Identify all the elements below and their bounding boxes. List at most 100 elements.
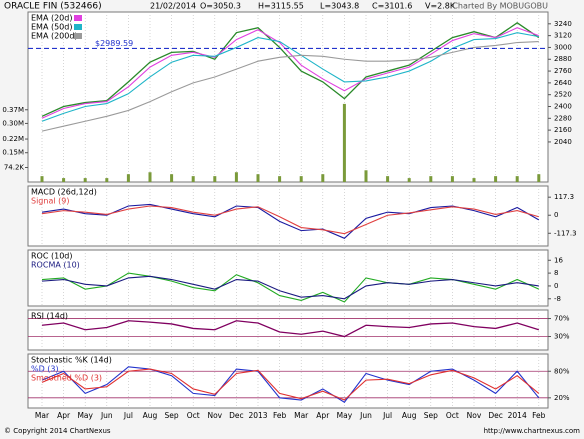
panel-title: MACD (26d,12d) [31, 188, 97, 197]
legend-label: ROCMA (10) [31, 261, 80, 270]
x-tick-label: Nov [207, 411, 222, 420]
volume-bar [148, 172, 152, 182]
y-tick-label: 74.2K [4, 164, 25, 172]
series-line [41, 40, 539, 132]
y-tick-label: 3240 [554, 20, 572, 28]
volume-bar [105, 178, 109, 182]
volume-bar [515, 176, 519, 182]
x-tick-label: Dec [229, 411, 244, 420]
y-tick-label: 0.22M [2, 135, 24, 143]
volume-bar [537, 174, 541, 182]
volume-bar [40, 176, 44, 182]
volume-bar [450, 176, 454, 182]
volume-bar [429, 176, 433, 182]
x-tick-label: Jul [123, 411, 133, 420]
y-tick-label: 0.37M [2, 106, 24, 114]
y-tick-label: -8 [554, 295, 561, 303]
open: O=3050.3 [200, 2, 241, 11]
credit: Charted By MOBUGOBU [452, 2, 548, 11]
panel [27, 309, 549, 351]
y-tick-label: 2040 [554, 138, 572, 146]
x-tick-label: Oct [446, 411, 459, 420]
x-tick-label: Jul [382, 411, 392, 420]
y-tick-label: 0.15M [2, 149, 24, 157]
x-tick-label: Feb [532, 411, 546, 420]
volume-bar [278, 176, 282, 182]
legend-label: Smoothed %D (3) [31, 374, 102, 383]
volume-bar [472, 178, 476, 182]
panel-title: Stochastic %K (14d) [31, 356, 112, 365]
y-tick-label: 16 [554, 256, 563, 264]
volume-bar [256, 174, 260, 182]
y-tick-label: 8 [554, 269, 558, 277]
y-tick-label: 2280 [554, 114, 572, 122]
y-tick-label: 2160 [554, 126, 572, 134]
x-tick-label: Sep [424, 411, 438, 420]
legend-swatch [74, 33, 82, 39]
volume-bar [83, 178, 87, 182]
reference-label: $2989.59 [95, 39, 133, 48]
panel [27, 249, 549, 307]
legend-label: EMA (20d) [31, 14, 72, 23]
volume-bar [170, 174, 174, 182]
series-line [41, 320, 539, 338]
low: L=3043.8 [320, 2, 359, 11]
x-tick-label: 2013 [248, 411, 267, 420]
volume-bar [407, 178, 411, 182]
y-tick-label: 2640 [554, 79, 572, 87]
y-tick-label: 2400 [554, 102, 572, 110]
y-tick-label: 30% [554, 333, 570, 341]
y-tick-label: 0.30M [2, 119, 24, 127]
volume-bar [191, 176, 195, 182]
volume-bar [213, 176, 217, 182]
x-tick-label: Apr [316, 411, 330, 420]
series-line [41, 205, 539, 235]
y-tick-label: 2880 [554, 55, 572, 63]
series-line [41, 32, 539, 122]
date: 21/02/2014 [150, 2, 196, 11]
volume-bar [342, 103, 346, 182]
y-tick-label: 70% [554, 315, 570, 323]
legend-swatch [74, 15, 82, 21]
y-tick-label: 3120 [554, 32, 572, 40]
x-tick-label: Feb [273, 411, 287, 420]
panel [27, 11, 549, 183]
y-tick-label: 2760 [554, 67, 572, 75]
panel [27, 185, 549, 247]
volume-bar [62, 178, 66, 182]
y-tick-label: 0 [554, 211, 558, 219]
x-tick-label: May [77, 411, 93, 420]
y-tick-label: -117.3 [554, 229, 577, 237]
x-tick-label: Apr [57, 411, 71, 420]
volume-bar [364, 170, 368, 182]
x-tick-label: Jun [359, 411, 372, 420]
panel-title: ROC (10d) [31, 252, 72, 261]
volume-bar [494, 176, 498, 182]
volume-bar [386, 176, 390, 182]
x-tick-label: Mar [294, 411, 309, 420]
volume: V=2.8K [425, 2, 456, 11]
x-tick-label: Mar [35, 411, 50, 420]
x-tick-label: May [337, 411, 353, 420]
y-tick-label: 0 [554, 282, 558, 290]
y-tick-label: 3000 [554, 43, 572, 51]
legend-swatch [74, 24, 82, 30]
x-tick-label: Nov [467, 411, 482, 420]
copyright: © Copyright 2014 ChartNexus [4, 427, 111, 435]
series-line [41, 27, 539, 119]
y-tick-label: 117.3 [554, 193, 574, 201]
x-tick-label: 2014 [508, 411, 527, 420]
close: C=3101.6 [372, 2, 412, 11]
series-line [41, 22, 540, 117]
x-tick-label: Aug [402, 411, 417, 420]
series-line [41, 275, 539, 300]
chart-title: ORACLE FIN (532466) [4, 2, 102, 12]
x-tick-label: Jun [100, 411, 113, 420]
legend-label: Signal (9) [31, 197, 69, 206]
volume-bar [234, 172, 238, 182]
series-line [41, 366, 540, 403]
x-tick-label: Dec [488, 411, 503, 420]
y-tick-label: 20% [554, 394, 570, 402]
series-line [41, 368, 540, 401]
